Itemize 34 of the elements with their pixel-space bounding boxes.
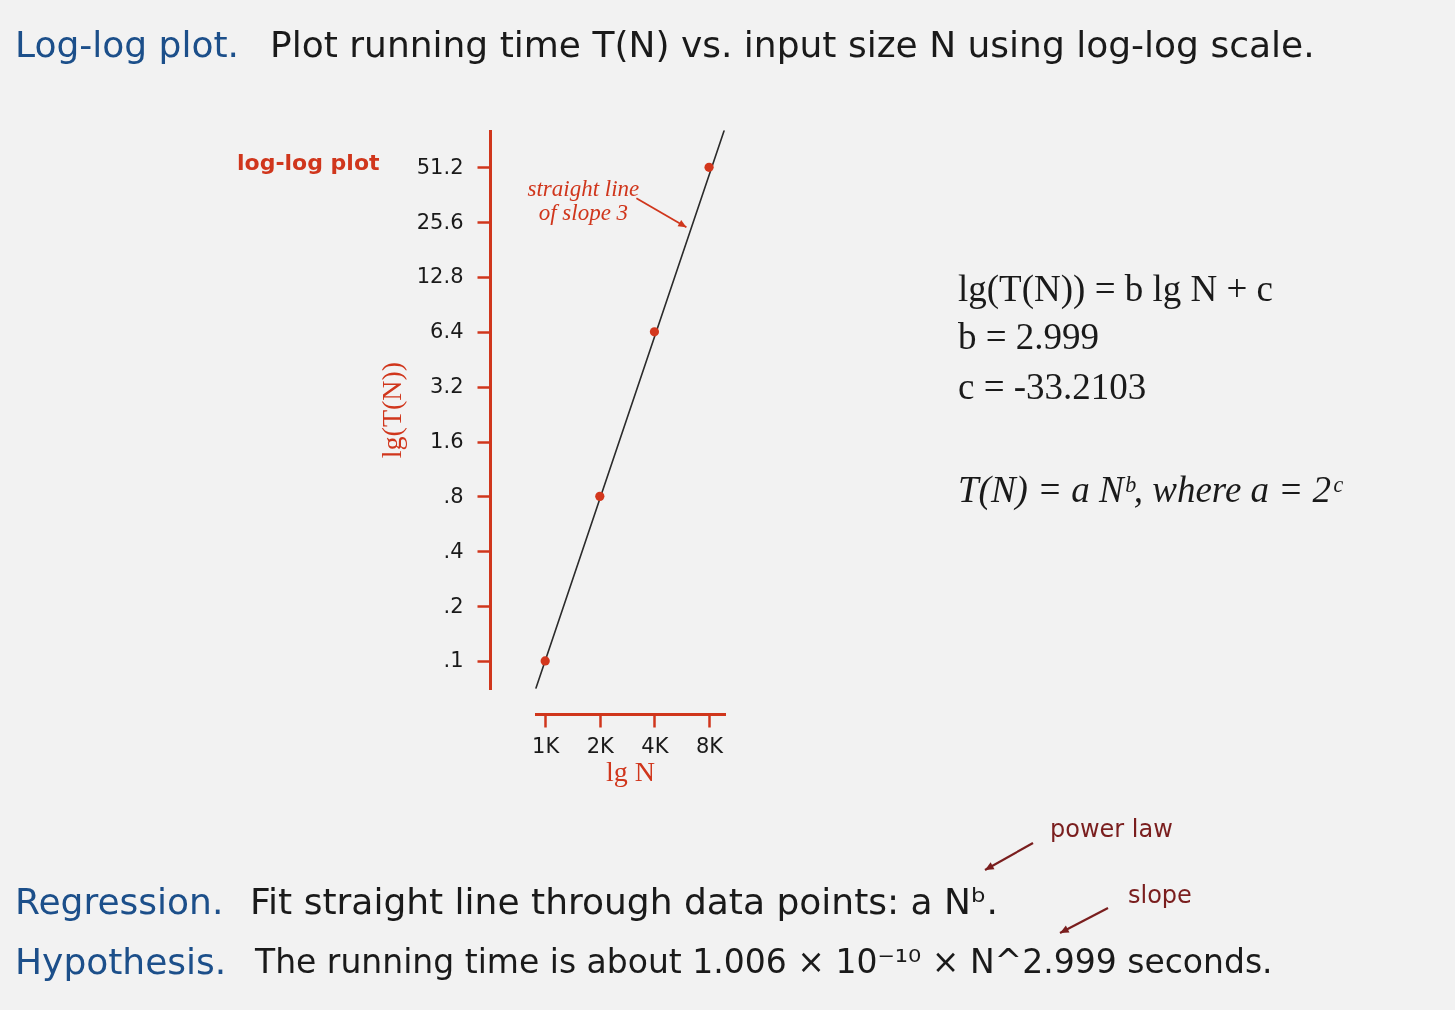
text: Hypothesis. — [15, 941, 227, 982]
y-tick-label: .4 — [443, 538, 464, 563]
text: lg(T(N)) = b lg N + c — [958, 268, 1274, 310]
text: log-log plot — [237, 150, 380, 175]
text: Fit straight line through data points: a Nᵇ. — [250, 881, 998, 922]
text: power law — [1050, 815, 1173, 843]
point — [540, 656, 550, 666]
y-axis-title: lg(T(N)) — [375, 361, 407, 459]
y-tick-label: 25.6 — [416, 209, 464, 234]
chart-subtitle: Plot running time T(N) vs. input size N using log-log scale. — [270, 24, 1315, 65]
x-axis-title: lg N — [606, 755, 655, 787]
text: b = 2.999 — [958, 316, 1100, 357]
y-tick-label: .2 — [443, 593, 464, 618]
y-tick-label: .1 — [443, 648, 464, 673]
annotation: straight line of slope 3 — [527, 176, 640, 226]
text: The running time is about 1.006 × 10⁻¹⁰ × N^2.999 seconds. — [254, 942, 1273, 981]
y-tick-label: 6.4 — [430, 319, 464, 344]
x-tick-label: 1K — [532, 733, 561, 758]
x-tick-label: 4K — [641, 733, 670, 758]
point — [595, 491, 605, 501]
x-tick-label: 8K — [695, 733, 725, 758]
x-tick-label: 2K — [586, 733, 616, 758]
y-tick-label: 12.8 — [416, 264, 464, 289]
y-tick-label: 1.6 — [430, 429, 464, 454]
y-tick-label: 51.2 — [416, 154, 464, 179]
y-tick-label: .8 — [443, 483, 464, 508]
text: slope — [1128, 881, 1192, 909]
point — [704, 162, 714, 172]
text: Log-log plot. — [15, 24, 240, 65]
text: T(N) = a Nᵇ, where a = 2ᶜ — [958, 469, 1345, 511]
point — [649, 327, 660, 337]
y-tick-label: 3.2 — [430, 374, 464, 399]
text: c = -33.2103 — [958, 366, 1147, 407]
text: Regression. — [15, 881, 224, 922]
